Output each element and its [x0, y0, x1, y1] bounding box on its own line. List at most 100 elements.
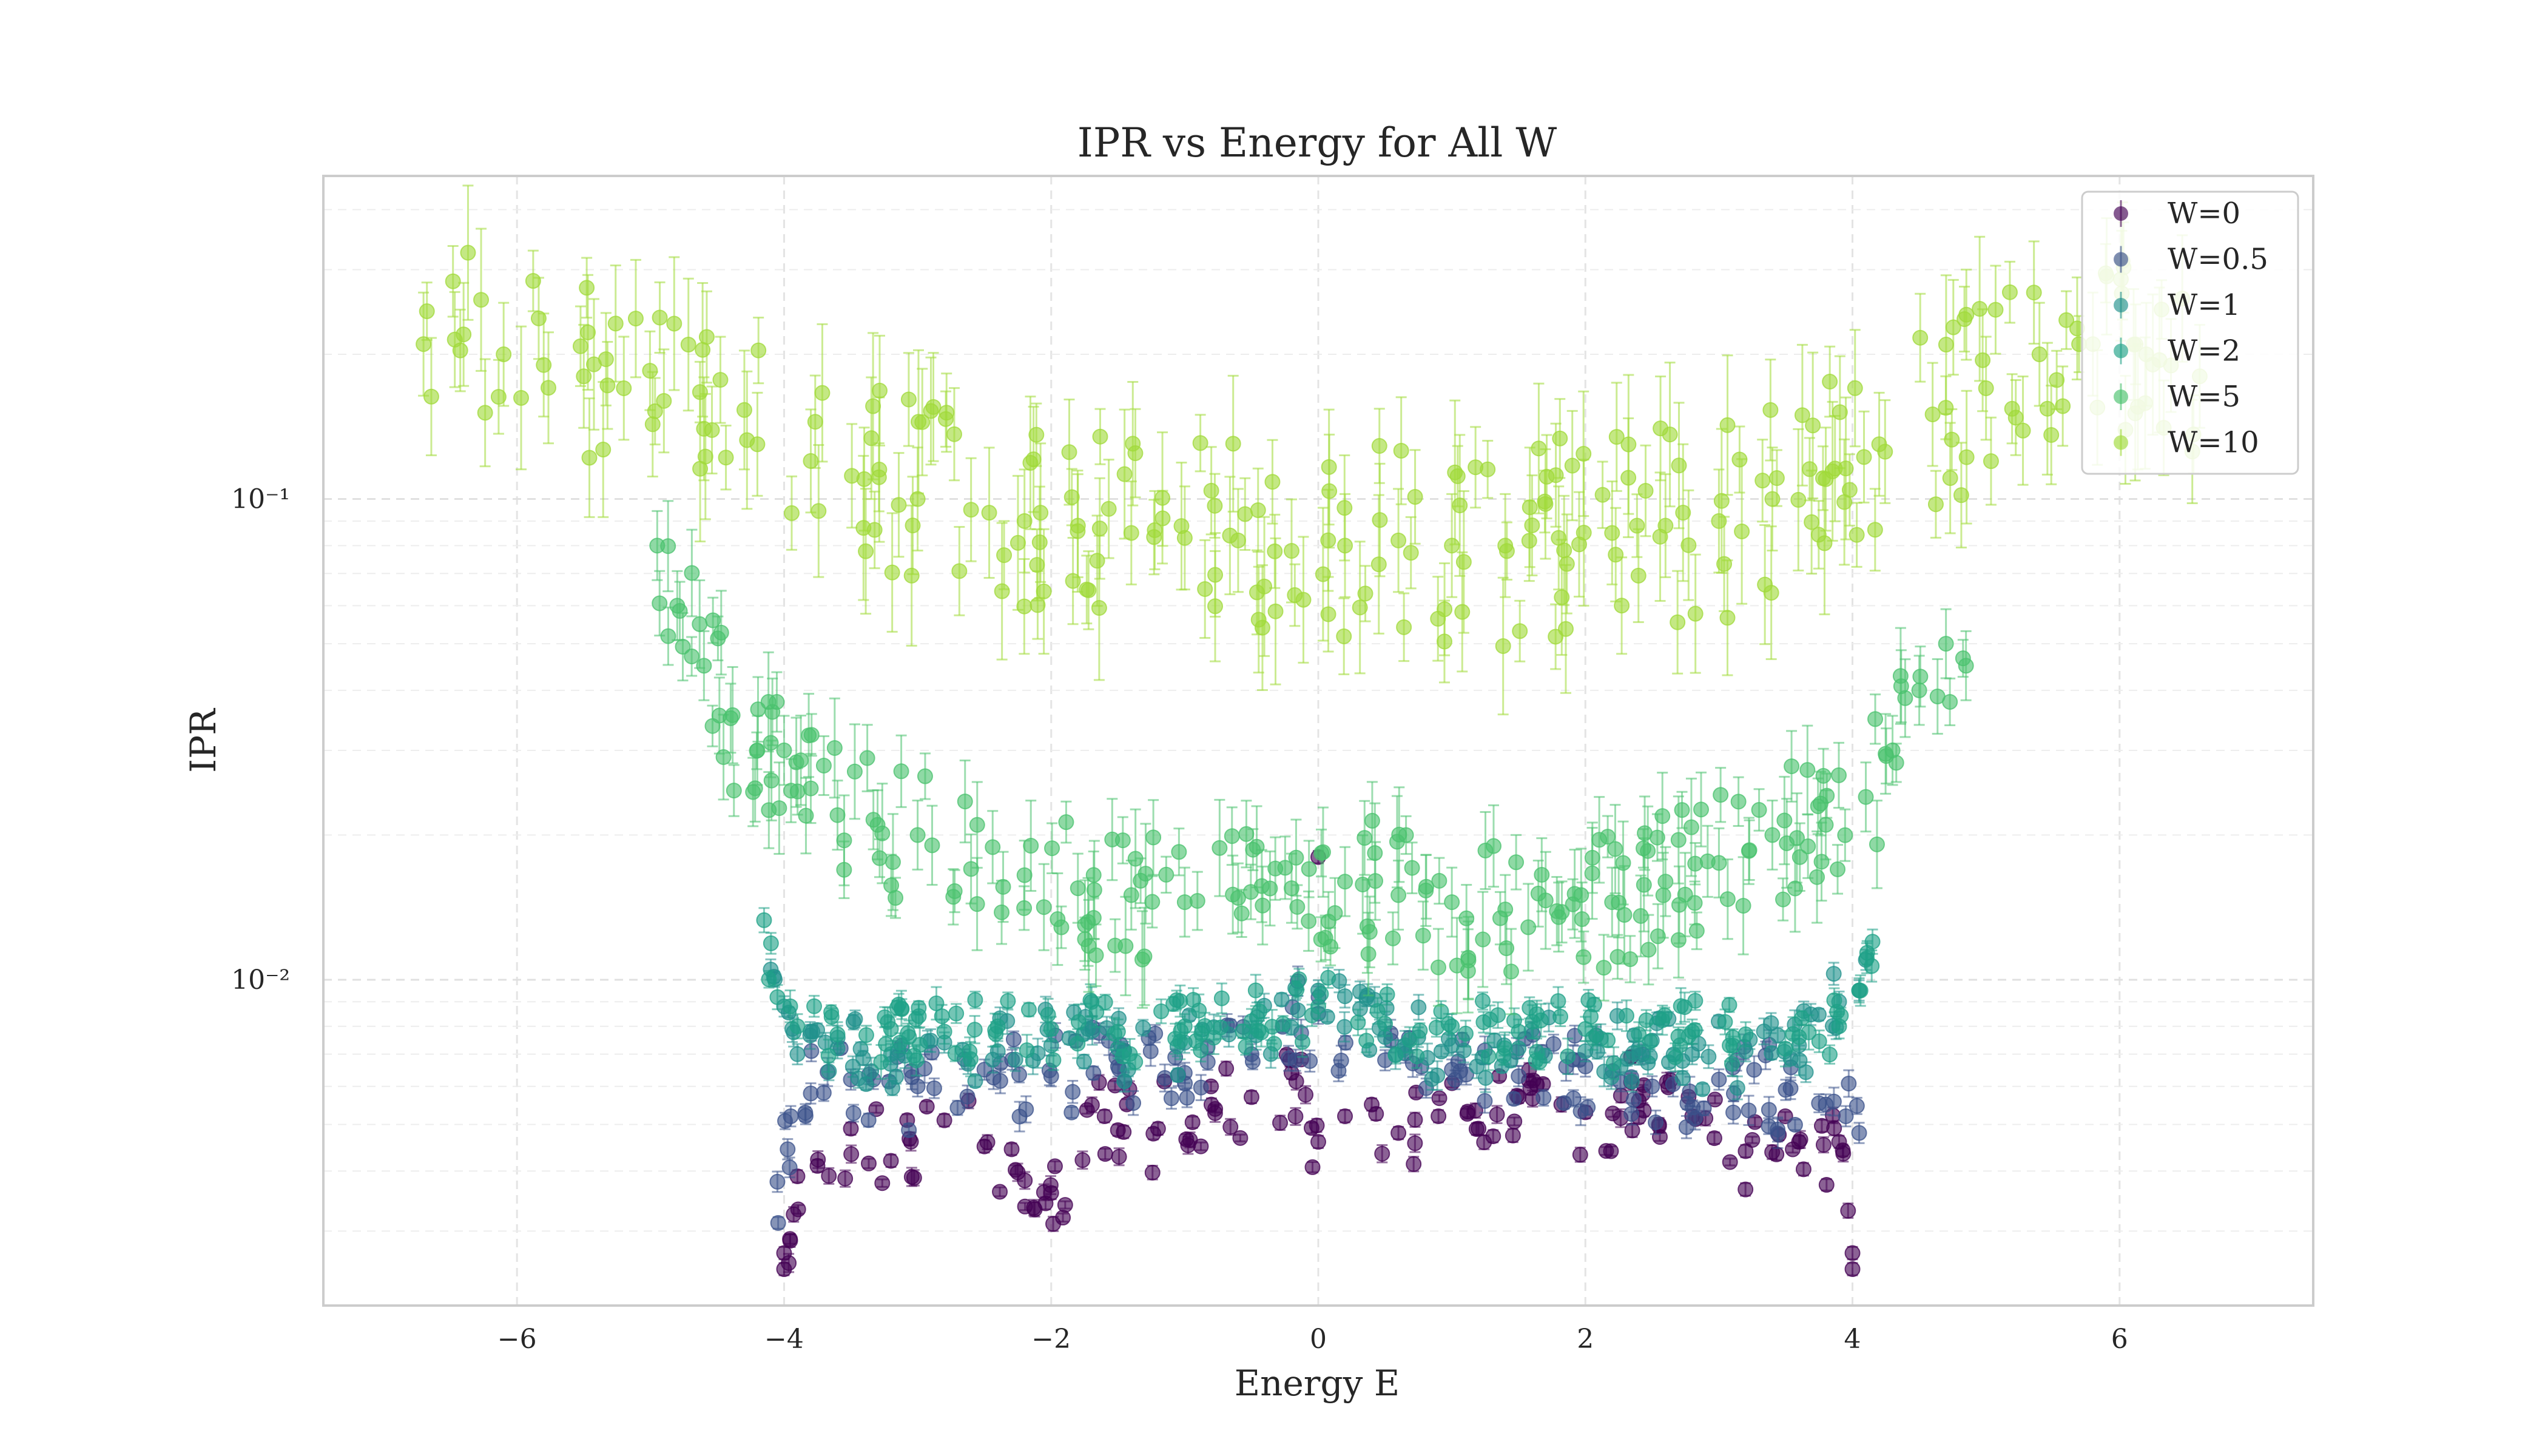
- data-point: [893, 763, 909, 780]
- data-point: [1735, 897, 1751, 914]
- data-point: [871, 382, 888, 399]
- data-point: [726, 783, 742, 799]
- data-point: [1398, 827, 1414, 843]
- data-point: [1431, 1108, 1447, 1124]
- data-point: [865, 398, 881, 414]
- data-point: [660, 628, 676, 644]
- data-point: [1779, 835, 1795, 851]
- data-point: [1775, 891, 1791, 908]
- data-point: [1290, 1002, 1306, 1019]
- data-point: [1897, 690, 1913, 706]
- data-point: [1192, 435, 1208, 451]
- legend-box: [2081, 190, 2299, 475]
- x-tick-label: −6: [497, 1324, 537, 1355]
- data-point: [1444, 1018, 1460, 1034]
- data-point: [1237, 506, 1253, 522]
- data-point: [1629, 517, 1645, 534]
- data-point: [1654, 808, 1671, 824]
- data-point: [918, 1099, 935, 1115]
- data-point: [1654, 1012, 1671, 1028]
- data-point: [1737, 1026, 1754, 1042]
- legend-marker: [2114, 435, 2128, 450]
- data-point: [1387, 1047, 1404, 1063]
- data-point: [780, 1141, 796, 1158]
- legend-marker: [2114, 298, 2128, 312]
- legend-label: W=0: [2168, 197, 2240, 231]
- data-point: [1983, 453, 1999, 470]
- data-point: [666, 315, 682, 332]
- data-point: [1315, 566, 1331, 582]
- data-point: [900, 391, 917, 408]
- data-point: [1673, 998, 1689, 1014]
- data-point: [1529, 1077, 1545, 1093]
- data-point: [1987, 302, 2004, 318]
- data-point: [1545, 1036, 1562, 1052]
- data-point: [1238, 1039, 1254, 1055]
- data-point: [1266, 1036, 1282, 1052]
- data-point: [858, 1027, 874, 1043]
- data-point: [1355, 876, 1371, 892]
- data-point: [1025, 451, 1042, 468]
- data-point: [969, 817, 985, 833]
- data-point: [710, 630, 726, 647]
- data-point: [1407, 1111, 1423, 1128]
- data-point: [490, 389, 507, 405]
- series-w-0: [776, 849, 1861, 1278]
- data-point: [1454, 604, 1471, 620]
- data-point: [1357, 830, 1373, 846]
- data-point: [1436, 633, 1452, 650]
- data-point: [1100, 500, 1117, 517]
- data-point: [803, 453, 819, 469]
- data-point: [1711, 1071, 1727, 1088]
- data-point: [884, 1080, 900, 1096]
- data-point: [782, 1233, 798, 1249]
- data-point: [1358, 1033, 1375, 1049]
- data-point: [763, 935, 779, 951]
- data-point: [692, 460, 709, 477]
- data-point: [1707, 1091, 1723, 1108]
- data-point: [1058, 814, 1074, 831]
- data-point: [845, 1105, 861, 1121]
- data-point: [1125, 436, 1141, 452]
- data-point: [1104, 831, 1121, 848]
- data-point: [1289, 982, 1305, 998]
- data-point: [1207, 567, 1224, 583]
- data-point: [1016, 598, 1033, 615]
- data-point: [1648, 1114, 1664, 1130]
- data-point: [900, 1025, 916, 1041]
- data-point: [996, 547, 1013, 564]
- data-point: [1816, 535, 1833, 551]
- data-point: [749, 436, 766, 453]
- data-point: [705, 612, 721, 629]
- data-point: [1283, 543, 1299, 559]
- data-point: [1232, 1130, 1249, 1146]
- data-point: [696, 420, 712, 437]
- data-point: [1471, 1121, 1487, 1137]
- data-point: [1116, 466, 1133, 482]
- data-point: [736, 402, 752, 418]
- data-point: [1495, 638, 1511, 654]
- data-point: [903, 567, 920, 584]
- data-point: [1572, 1147, 1588, 1163]
- legend-marker: [2114, 389, 2128, 404]
- data-point: [1480, 1048, 1497, 1065]
- data-point: [652, 595, 668, 612]
- data-point: [1604, 894, 1620, 911]
- data-point: [962, 1043, 978, 1060]
- data-point: [1840, 1202, 1856, 1219]
- data-point: [2039, 400, 2055, 417]
- data-point: [1815, 1137, 1832, 1153]
- data-point: [477, 405, 493, 421]
- data-point: [696, 658, 712, 674]
- data-point: [1734, 523, 1750, 539]
- data-point: [1158, 866, 1175, 883]
- data-point: [1711, 513, 1727, 529]
- data-point: [1884, 742, 1901, 758]
- data-point: [1825, 966, 1842, 982]
- data-point: [1301, 861, 1317, 877]
- data-point: [1650, 928, 1666, 945]
- data-point: [803, 780, 819, 797]
- data-point: [1580, 1099, 1596, 1116]
- data-point: [2015, 422, 2031, 439]
- data-point: [1213, 990, 1230, 1006]
